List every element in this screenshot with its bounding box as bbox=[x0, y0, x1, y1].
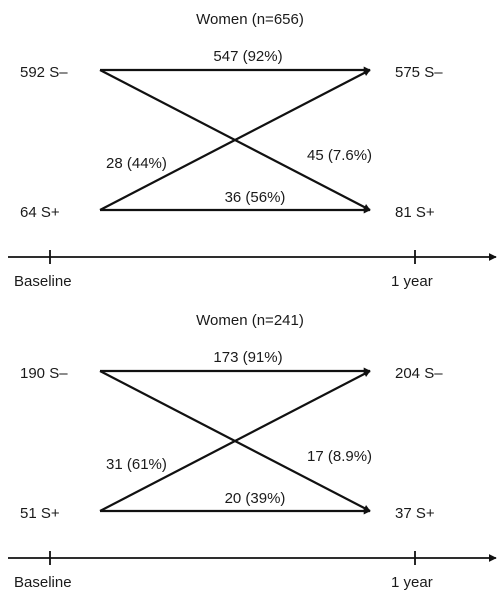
panel-2: Women (n=241) 190 S– 51 S+ 204 S– 37 S+ … bbox=[8, 312, 497, 591]
panel-1-flow-neg-to-neg-label: 547 (92%) bbox=[213, 48, 282, 65]
panel-2-flow-pos-to-neg-label: 31 (61%) bbox=[106, 456, 167, 473]
panel-1-baseline-negative-label: 592 S– bbox=[20, 64, 68, 81]
panel-1-title: Women (n=656) bbox=[196, 11, 304, 28]
panel-2-baseline-positive-label: 51 S+ bbox=[20, 505, 60, 522]
panel-2-flow-pos-to-pos-label: 20 (39%) bbox=[225, 490, 286, 507]
panel-1-flow-pos-to-pos-label: 36 (56%) bbox=[225, 189, 286, 206]
panel-1-baseline-positive-label: 64 S+ bbox=[20, 204, 60, 221]
panel-2-axis-start-label: Baseline bbox=[14, 574, 72, 591]
panel-2-flow-neg-to-pos-label: 17 (8.9%) bbox=[307, 448, 372, 465]
panel-2-followup-negative-label: 204 S– bbox=[395, 365, 443, 382]
panel-2-axis-end-label: 1 year bbox=[391, 574, 433, 591]
panel-2-flow-neg-to-neg-label: 173 (91%) bbox=[213, 349, 282, 366]
panel-1: Women (n=656) 592 S– 64 S+ 575 S– 81 S+ … bbox=[8, 11, 497, 290]
panel-1-flow-neg-to-pos-label: 45 (7.6%) bbox=[307, 147, 372, 164]
panel-1-axis-start-label: Baseline bbox=[14, 273, 72, 290]
panel-2-title: Women (n=241) bbox=[196, 312, 304, 329]
panel-2-baseline-negative-label: 190 S– bbox=[20, 365, 68, 382]
panel-1-flow-pos-to-neg-label: 28 (44%) bbox=[106, 155, 167, 172]
panel-1-followup-positive-label: 81 S+ bbox=[395, 204, 435, 221]
panel-2-arrow-pos-to-neg bbox=[99, 370, 371, 512]
panel-1-followup-negative-label: 575 S– bbox=[395, 64, 443, 81]
panel-1-arrow-pos-to-neg bbox=[99, 69, 371, 211]
panel-2-followup-positive-label: 37 S+ bbox=[395, 505, 435, 522]
panel-1-axis-end-label: 1 year bbox=[391, 273, 433, 290]
